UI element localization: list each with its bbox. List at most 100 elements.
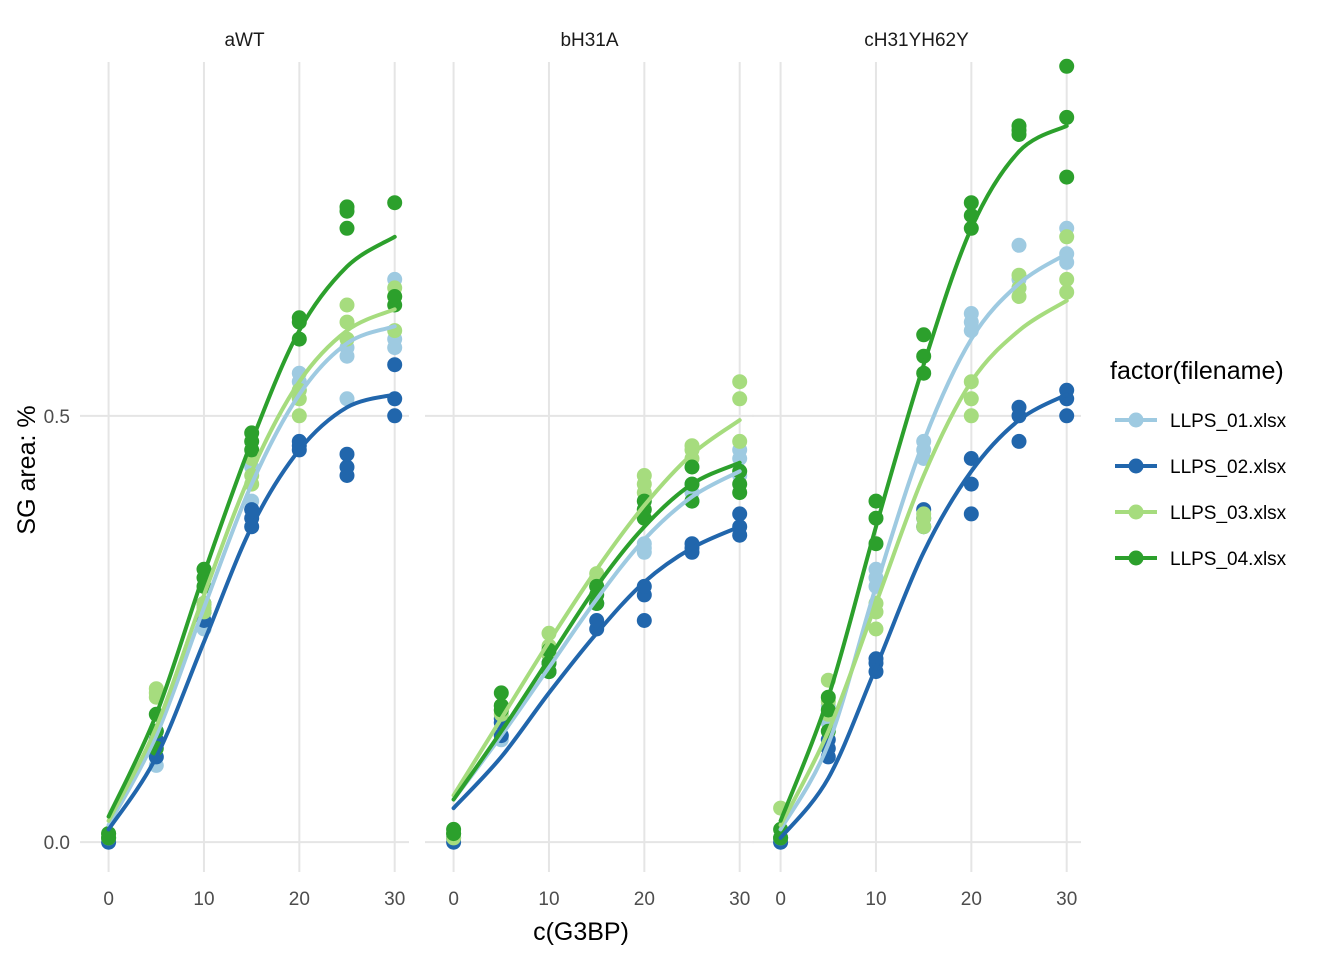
legend-title: factor(filename) xyxy=(1110,357,1284,385)
facet-title: bH31A xyxy=(560,30,618,51)
x-tick-label: 30 xyxy=(1056,889,1077,910)
data-point xyxy=(339,199,355,215)
data-point xyxy=(1011,237,1027,253)
data-point xyxy=(732,476,748,492)
legend-label: LLPS_04.xlsx xyxy=(1170,549,1287,570)
legend-key-point xyxy=(1128,458,1144,474)
data-point xyxy=(636,493,652,509)
data-point xyxy=(963,391,979,407)
fit-curve xyxy=(106,234,397,819)
data-point xyxy=(963,306,979,321)
x-tick-label: 20 xyxy=(634,889,655,910)
data-point xyxy=(339,446,355,462)
data-point xyxy=(684,459,700,475)
fit-curve xyxy=(778,298,1069,828)
legend-label: LLPS_01.xlsx xyxy=(1170,411,1287,432)
data-point xyxy=(868,493,884,509)
legend-entry: LLPS_03.xlsx xyxy=(1115,503,1287,524)
data-point xyxy=(732,506,748,522)
data-point xyxy=(387,357,403,373)
data-point xyxy=(493,685,509,701)
data-point xyxy=(1011,433,1027,449)
x-tick-label: 10 xyxy=(865,889,886,910)
legend-label: LLPS_02.xlsx xyxy=(1170,457,1287,478)
legend-key-point xyxy=(1128,504,1144,520)
fit-curve xyxy=(778,392,1069,840)
legend: factor(filename) LLPS_01.xlsx LLPS_02.xls… xyxy=(1110,357,1287,570)
data-point xyxy=(339,220,355,236)
data-point xyxy=(963,408,979,424)
x-axis-title: c(G3BP) xyxy=(533,918,629,946)
data-point xyxy=(963,476,979,492)
data-point xyxy=(1059,169,1075,185)
data-point xyxy=(1059,271,1075,287)
y-tick-label: 0.5 xyxy=(44,407,70,428)
data-point xyxy=(1059,109,1075,125)
data-point xyxy=(636,468,652,483)
data-point xyxy=(963,195,979,211)
data-point xyxy=(589,613,605,628)
legend-entry: LLPS_01.xlsx xyxy=(1115,411,1287,432)
data-point xyxy=(148,681,164,697)
legend-key-point xyxy=(1128,550,1144,566)
facet-panel-1: aWT 0 10 20 30 0.0 0.5 xyxy=(44,30,409,910)
data-point xyxy=(387,289,403,304)
fit-curve xyxy=(778,123,1069,823)
data-point xyxy=(868,621,884,637)
data-point xyxy=(1059,284,1075,300)
x-tick-label: 0 xyxy=(775,889,786,910)
fit-curve xyxy=(106,324,397,828)
legend-key-point xyxy=(1128,412,1144,428)
data-point xyxy=(732,391,748,407)
legend-label: LLPS_03.xlsx xyxy=(1170,503,1287,524)
x-tick-label: 30 xyxy=(729,889,750,910)
data-point xyxy=(963,506,979,522)
facet-title: aWT xyxy=(224,30,265,51)
data-point xyxy=(636,613,652,628)
data-point xyxy=(1011,118,1027,134)
data-point xyxy=(291,408,307,424)
data-point xyxy=(1011,280,1027,296)
data-point xyxy=(636,578,652,594)
fit-curve xyxy=(451,460,742,802)
data-point xyxy=(963,451,979,466)
x-tick-label: 10 xyxy=(538,889,559,910)
fit-curve xyxy=(778,251,1069,832)
fit-curve xyxy=(451,418,742,798)
data-point xyxy=(1059,408,1075,424)
legend-entry: LLPS_04.xlsx xyxy=(1115,549,1287,570)
x-tick-label: 0 xyxy=(103,889,114,910)
data-point xyxy=(636,536,652,552)
data-point xyxy=(1059,229,1075,245)
data-point xyxy=(244,502,260,518)
data-point xyxy=(339,297,355,313)
fit-curve xyxy=(451,524,742,811)
fit-curve xyxy=(106,392,397,832)
y-axis-title: SG area: % xyxy=(13,405,41,534)
x-tick-label: 20 xyxy=(961,889,982,910)
data-point xyxy=(339,459,355,475)
data-point xyxy=(387,195,403,211)
x-tick-label: 0 xyxy=(448,889,459,910)
legend-entry: LLPS_02.xlsx xyxy=(1115,457,1287,478)
facet-panels: aWT 0 10 20 30 0.0 0.5 bH31A 0 10 20 30 cH31YH62Y 0 10… xyxy=(44,30,1081,910)
x-tick-label: 20 xyxy=(289,889,310,910)
x-tick-label: 30 xyxy=(384,889,405,910)
facet-panel-2: bH31A 0 10 20 30 xyxy=(425,30,754,910)
fit-curve xyxy=(451,469,742,802)
data-point xyxy=(916,327,932,343)
data-point xyxy=(732,433,748,449)
facet-panel-3: cH31YH62Y 0 10 20 30 xyxy=(752,30,1081,910)
data-point xyxy=(446,821,462,837)
fit-curve xyxy=(106,307,397,823)
data-point xyxy=(101,826,117,842)
data-point xyxy=(916,506,932,522)
y-tick-label: 0.0 xyxy=(44,833,70,854)
data-point xyxy=(339,391,355,407)
data-point xyxy=(1011,399,1027,415)
facet-title: cH31YH62Y xyxy=(864,30,969,51)
data-point xyxy=(732,374,748,390)
data-point xyxy=(387,408,403,424)
x-tick-label: 10 xyxy=(193,889,214,910)
